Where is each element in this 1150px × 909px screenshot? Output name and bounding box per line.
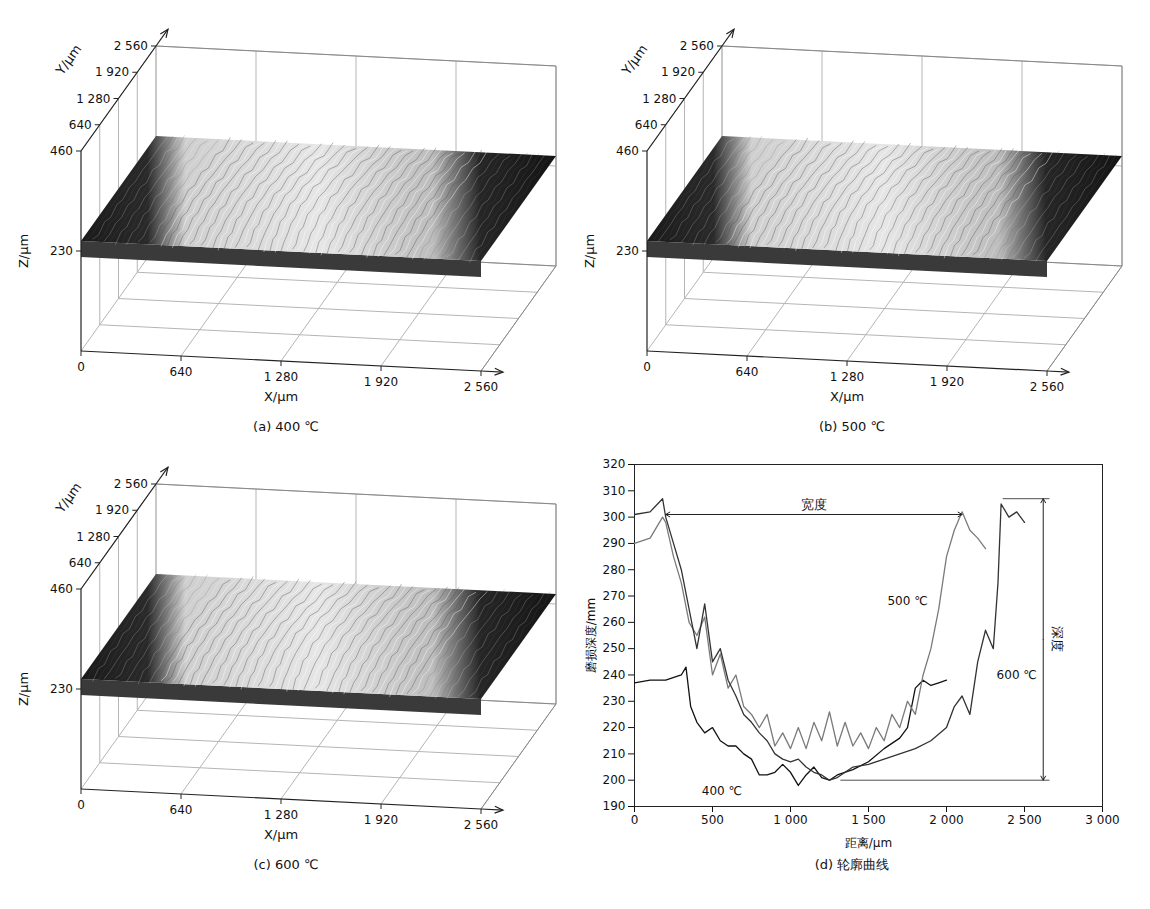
svg-text:290: 290 [603, 536, 626, 550]
svg-text:2 560: 2 560 [1030, 380, 1064, 394]
svg-text:220: 220 [603, 720, 626, 734]
svg-text:1 280: 1 280 [76, 92, 110, 106]
svg-text:1 280: 1 280 [76, 530, 110, 544]
svg-text:1 920: 1 920 [364, 375, 398, 389]
svg-text:460: 460 [50, 582, 73, 596]
svg-text:Z/μm: Z/μm [16, 234, 31, 268]
svg-text:0: 0 [631, 813, 639, 827]
svg-text:640: 640 [635, 118, 658, 132]
svg-text:0: 0 [77, 798, 85, 812]
svg-text:310: 310 [603, 484, 626, 498]
svg-text:460: 460 [50, 144, 73, 158]
svg-text:Z/μm: Z/μm [16, 672, 31, 706]
svg-text:2 560: 2 560 [680, 39, 714, 53]
svg-text:2 560: 2 560 [464, 818, 498, 832]
svg-text:1 280: 1 280 [830, 370, 864, 384]
svg-text:190: 190 [603, 799, 626, 813]
svg-text:宽度: 宽度 [801, 497, 827, 512]
svg-text:X/μm: X/μm [830, 389, 864, 404]
svg-text:230: 230 [50, 682, 73, 696]
svg-text:2 560: 2 560 [114, 39, 148, 53]
svg-text:0: 0 [77, 360, 85, 374]
svg-text:X/μm: X/μm [264, 827, 298, 842]
svg-text:2 560: 2 560 [464, 380, 498, 394]
svg-text:230: 230 [616, 244, 639, 258]
svg-text:0: 0 [643, 360, 651, 374]
svg-text:210: 210 [603, 747, 626, 761]
svg-text:1 000: 1 000 [773, 813, 807, 827]
svg-text:230: 230 [50, 244, 73, 258]
svg-text:Y/μm: Y/μm [52, 42, 84, 79]
svg-text:1 920: 1 920 [364, 813, 398, 827]
svg-text:1 920: 1 920 [661, 65, 695, 79]
svg-text:640: 640 [736, 365, 759, 379]
svg-text:1 280: 1 280 [642, 92, 676, 106]
svg-text:280: 280 [603, 563, 626, 577]
svg-text:460: 460 [616, 144, 639, 158]
svg-text:1 280: 1 280 [264, 808, 298, 822]
svg-text:2 560: 2 560 [114, 477, 148, 491]
svg-text:250: 250 [603, 641, 626, 655]
svg-text:640: 640 [69, 118, 92, 132]
svg-text:Y/μm: Y/μm [52, 480, 84, 517]
svg-text:640: 640 [170, 365, 193, 379]
svg-text:深度: 深度 [1050, 626, 1065, 652]
svg-text:2 000: 2 000 [929, 813, 963, 827]
svg-text:1 920: 1 920 [95, 65, 129, 79]
svg-text:距离/μm: 距离/μm [845, 836, 892, 850]
svg-text:Y/μm: Y/μm [618, 42, 650, 79]
html-text:(a) 400 ℃: (a) 400 ℃ [253, 419, 319, 434]
svg-text:230: 230 [603, 694, 626, 708]
svg-text:磨损深度/mm: 磨损深度/mm [584, 598, 598, 673]
html-text:(b) 500 ℃: (b) 500 ℃ [819, 419, 885, 434]
svg-text:260: 260 [603, 615, 626, 629]
svg-text:1 920: 1 920 [930, 375, 964, 389]
svg-text:270: 270 [603, 589, 626, 603]
html-text:(c) 600 ℃: (c) 600 ℃ [253, 857, 319, 872]
svg-text:500 ℃: 500 ℃ [887, 594, 927, 608]
svg-text:320: 320 [603, 457, 626, 471]
svg-text:640: 640 [69, 556, 92, 570]
svg-text:2 500: 2 500 [1007, 813, 1041, 827]
svg-text:3 000: 3 000 [1085, 813, 1119, 827]
svg-text:1 920: 1 920 [95, 503, 129, 517]
svg-text:X/μm: X/μm [264, 389, 298, 404]
svg-text:240: 240 [603, 668, 626, 682]
svg-text:1 280: 1 280 [264, 370, 298, 384]
svg-text:200: 200 [603, 773, 626, 787]
svg-text:600 ℃: 600 ℃ [997, 668, 1037, 682]
html-text:(d) 轮廓曲线: (d) 轮廓曲线 [814, 857, 890, 872]
svg-text:Z/μm: Z/μm [582, 234, 597, 268]
svg-text:1 500: 1 500 [851, 813, 885, 827]
svg-text:640: 640 [170, 803, 193, 817]
svg-text:400 ℃: 400 ℃ [702, 784, 742, 798]
svg-text:300: 300 [603, 510, 626, 524]
svg-text:500: 500 [701, 813, 724, 827]
